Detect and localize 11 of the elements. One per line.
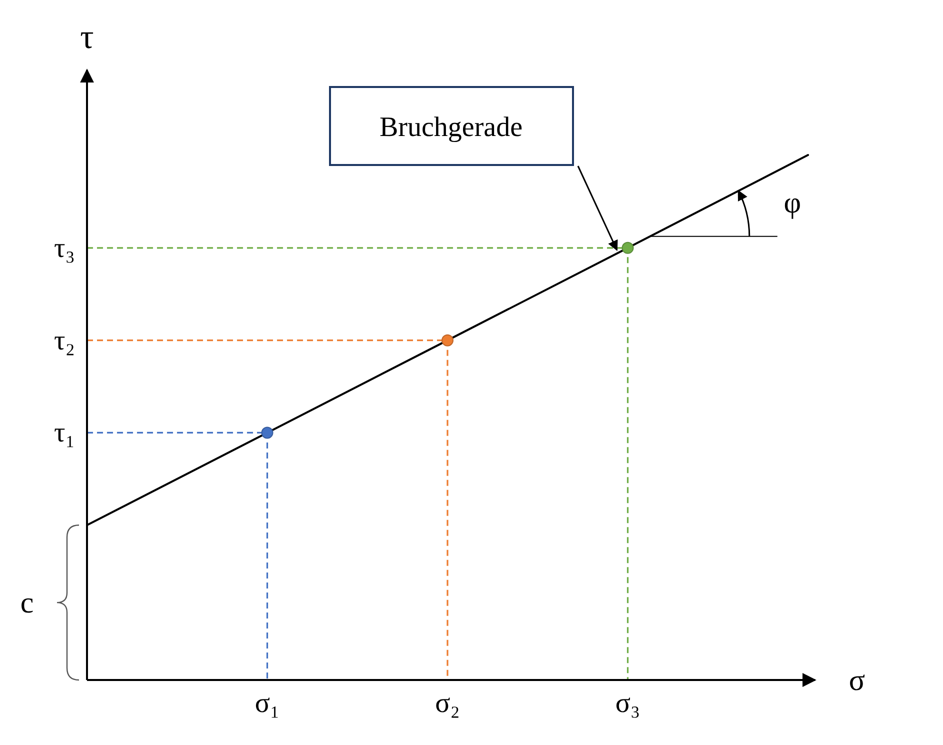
x-tick-label: σ₃ <box>615 688 640 719</box>
text: c <box>20 586 34 620</box>
text: τ₃ <box>54 232 75 264</box>
text: τ₁ <box>54 418 75 449</box>
annotation: φ <box>784 186 802 220</box>
x-axis-title: σ <box>848 664 866 697</box>
text: τ₂ <box>54 325 75 356</box>
x-tick-label: σ₂ <box>435 688 460 719</box>
y-axis-title: τ <box>80 19 94 56</box>
x-tick-label: σ₁ <box>254 688 280 719</box>
text: Bruchgerade <box>379 112 523 143</box>
